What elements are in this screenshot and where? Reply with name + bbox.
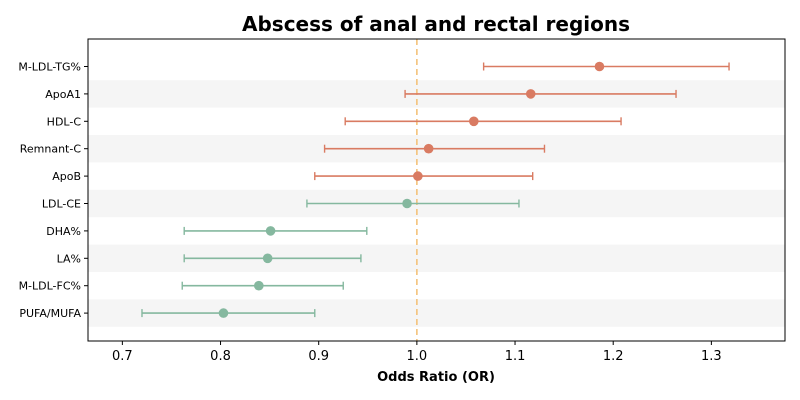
point-estimate [423,143,434,154]
estimate-row [344,116,622,127]
estimate-row [404,89,677,99]
y-tick-label: M-LDL-TG% [18,61,81,74]
estimate-row [181,280,344,291]
y-tick-label: Remnant-C [20,143,82,156]
y-tick-label: PUFA/MUFA [19,307,81,320]
x-tick-label: 0.8 [210,349,231,364]
x-axis-label: Odds Ratio (OR) [377,370,495,385]
x-tick-label: 0.9 [308,349,329,364]
x-tick-label: 1.3 [701,349,722,364]
x-tick-label: 1.2 [603,349,624,364]
point-estimate [469,116,479,127]
estimate-row [323,143,546,154]
point-estimate [254,280,264,291]
plot-frame [87,38,786,342]
estimate-row [314,171,534,181]
point-estimate [594,61,605,72]
y-tick-label: M-LDL-FC% [19,280,81,293]
estimate-marks [141,61,730,318]
estimate-row [141,308,316,318]
point-estimate [413,171,423,181]
x-axis-ticks: 0.7 0.8 0.9 1.0 1.1 1.2 1.3 [112,341,722,364]
point-estimate [402,198,412,209]
y-tick-label: LA% [57,252,81,265]
y-tick-label: LDL-CE [42,198,81,211]
y-tick-label: DHA% [46,225,81,238]
estimate-row [183,253,362,264]
point-estimate [525,89,536,99]
estimate-row [183,226,368,236]
x-tick-label: 0.7 [112,349,133,364]
y-tick-label: HDL-C [47,115,82,128]
y-tick-label: ApoA1 [45,88,81,101]
x-tick-label: 1.0 [407,349,428,364]
point-estimate [265,226,276,236]
chart-title: Abscess of anal and rectal regions [242,12,630,36]
y-axis-ticks: M-LDL-TG% ApoA1 HDL-C Remnant-C ApoB LDL-CE DH… [18,61,88,320]
estimate-row [306,198,520,209]
point-estimate [218,308,229,318]
x-tick-label: 1.1 [505,349,526,364]
estimate-row [482,61,730,72]
y-tick-label: ApoB [52,170,81,183]
point-estimate [262,253,273,264]
